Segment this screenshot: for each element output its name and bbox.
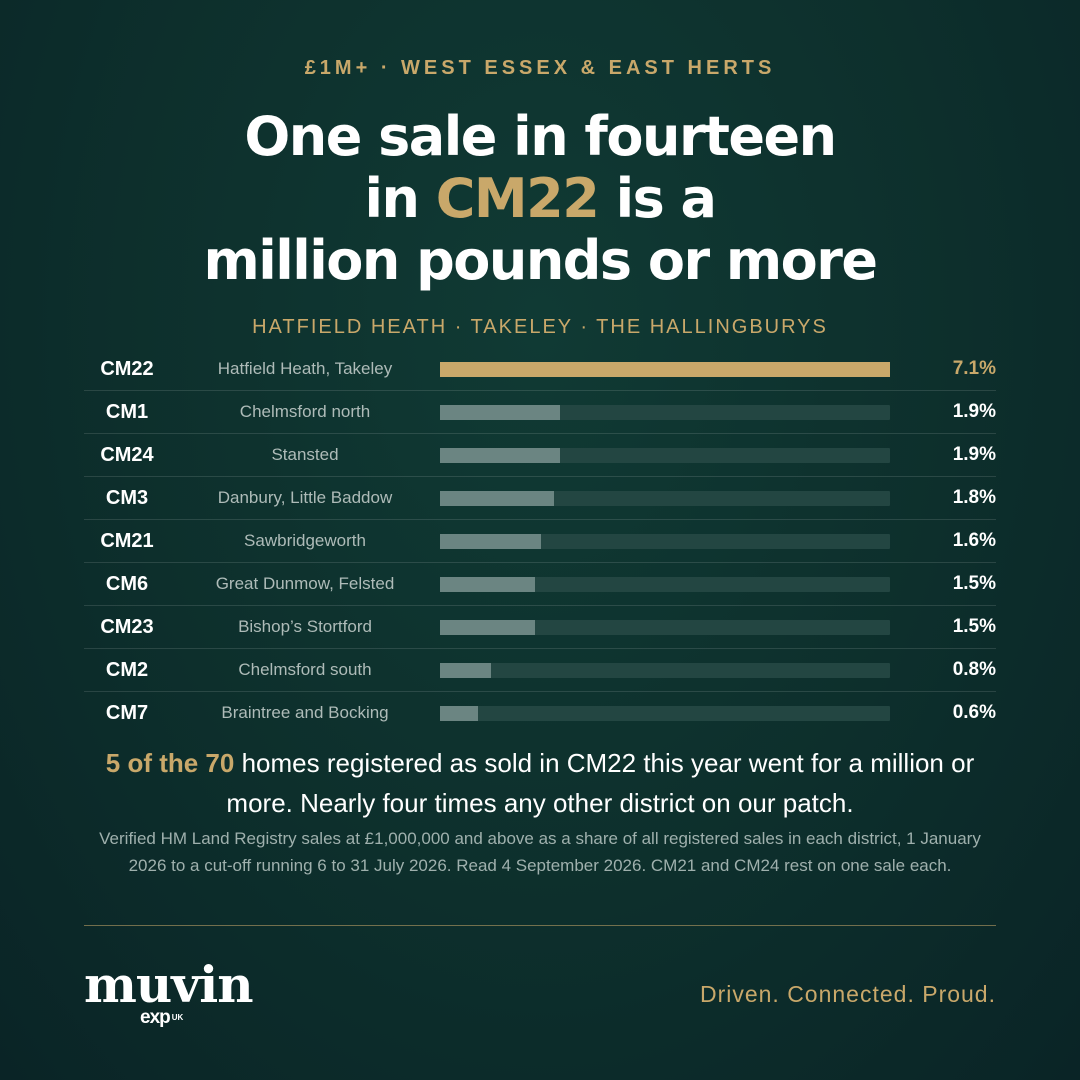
muvin-logo: muvin — [84, 955, 254, 1014]
bar-track — [440, 534, 890, 549]
district-area: Stansted — [271, 445, 339, 464]
chart-row: CM6 Great Dunmow, Felsted 1.5% — [84, 563, 996, 606]
district-code: CM2 — [105, 659, 149, 681]
bar-track — [440, 620, 890, 635]
bar-value-label: 7.1% — [952, 358, 996, 379]
bar-value-label: 0.6% — [952, 702, 996, 723]
bar-fill — [440, 448, 560, 463]
chart-row: CM2 Chelmsford south 0.8% — [84, 649, 996, 692]
bar-track — [440, 491, 890, 506]
divider — [84, 925, 996, 926]
source-note: Verified HM Land Registry sales at £1,00… — [99, 829, 981, 875]
headline-line-2-post: is a — [598, 167, 717, 230]
bar-track — [440, 663, 890, 678]
district-code: CM7 — [105, 702, 149, 724]
district-area: Hatfield Heath, Takeley — [217, 359, 393, 378]
bar-value-label: 1.9% — [952, 444, 996, 465]
district-area: Chelmsford south — [238, 660, 372, 679]
district-code: CM24 — [100, 444, 154, 466]
headline-accent: CM22 — [435, 167, 600, 230]
exp-logo-uk: UK — [171, 1013, 184, 1022]
bar-track — [440, 706, 890, 721]
chart-row: CM23 Bishop’s Stortford 1.5% — [84, 606, 996, 649]
tagline: Driven. Connected. Proud. — [699, 981, 996, 1007]
bar-fill — [440, 405, 560, 420]
exp-logo: exp UK — [140, 1007, 183, 1029]
district-code: CM22 — [100, 358, 154, 380]
bar-track — [440, 448, 890, 463]
district-area: Great Dunmow, Felsted — [215, 574, 395, 593]
bar-value-label: 1.5% — [952, 616, 996, 637]
district-code: CM1 — [105, 401, 149, 423]
bar-track — [440, 362, 890, 377]
headline-line-3: million pounds or more — [203, 229, 878, 292]
bar-value-label: 1.5% — [952, 573, 996, 594]
bar-fill — [440, 663, 491, 678]
district-area: Danbury, Little Baddow — [217, 488, 393, 507]
bar-fill — [440, 534, 541, 549]
kicker: £1M+ · WEST ESSEX & EAST HERTS — [304, 57, 776, 79]
bar-track — [440, 577, 890, 592]
chart-row: CM22 Hatfield Heath, Takeley 7.1% — [84, 348, 996, 391]
bar-chart: CM22 Hatfield Heath, Takeley 7.1% CM1 Chelms… — [84, 348, 996, 734]
chart-row: CM3 Danbury, Little Baddow 1.8% — [84, 477, 996, 520]
bar-fill — [440, 491, 554, 506]
district-area: Bishop’s Stortford — [238, 617, 372, 636]
chart-row: CM1 Chelmsford north 1.9% — [84, 391, 996, 434]
headline-line-2-pre: in — [364, 167, 436, 230]
summary-text: homes registered as sold in CM22 this ye… — [226, 748, 975, 818]
district-area: Sawbridgeworth — [244, 531, 366, 550]
bar-value-label: 1.9% — [952, 401, 996, 422]
bar-fill — [440, 362, 890, 377]
bar-value-label: 0.8% — [952, 659, 996, 680]
headline-line-1: One sale in fourteen — [244, 105, 837, 168]
chart-row: CM7 Braintree and Bocking 0.6% — [84, 692, 996, 734]
district-code: CM3 — [105, 487, 149, 509]
district-code: CM23 — [100, 616, 154, 638]
exp-logo-text: exp — [140, 1007, 171, 1028]
district-area: Chelmsford north — [239, 402, 371, 421]
headline: One sale in fourteen in CM22 is a millio… — [0, 106, 1080, 292]
bar-fill — [440, 706, 478, 721]
bar-value-label: 1.8% — [952, 487, 996, 508]
headline-line-2: in CM22 is a — [0, 168, 1080, 230]
bar-value-label: 1.6% — [952, 530, 996, 551]
summary-highlight: 5 of the 70 — [105, 748, 235, 778]
bar-fill — [440, 577, 535, 592]
chart-row: CM21 Sawbridgeworth 1.6% — [84, 520, 996, 563]
district-code: CM21 — [100, 530, 154, 552]
district-code: CM6 — [105, 573, 149, 595]
bar-fill — [440, 620, 535, 635]
summary: 5 of the 70 homes registered as sold in … — [84, 743, 996, 823]
subhead: HATFIELD HEATH · TAKELEY · THE HALLINGBU… — [252, 316, 828, 338]
district-area: Braintree and Bocking — [221, 703, 389, 722]
bar-track — [440, 405, 890, 420]
chart-row: CM24 Stansted 1.9% — [84, 434, 996, 477]
